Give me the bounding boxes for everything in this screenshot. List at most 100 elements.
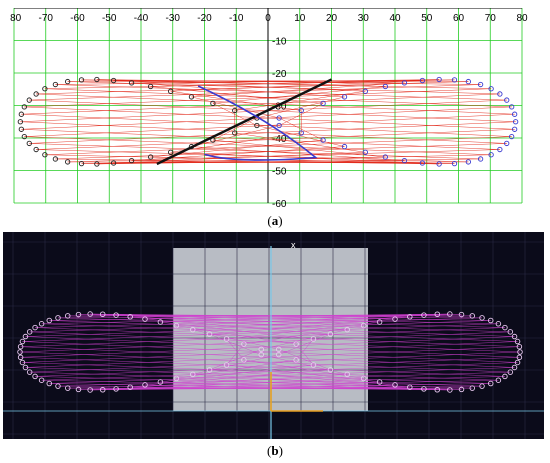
fan-line [131, 82, 345, 98]
fan-line [19, 331, 511, 353]
marker-circle [341, 94, 348, 100]
marker-circle [293, 341, 299, 347]
marker-circle [298, 107, 304, 114]
marker-circle [479, 315, 485, 321]
x-tick-label: 40 [389, 13, 401, 24]
marker-circle [320, 100, 326, 107]
marker-circle [38, 321, 45, 327]
marker-circle [514, 359, 521, 366]
marker-circle [33, 146, 39, 153]
marker-circle [75, 386, 82, 393]
caption-a-close: ) [278, 213, 283, 228]
marker-circle [19, 338, 26, 345]
marker-circle [99, 311, 106, 317]
marker-circle [26, 97, 32, 103]
marker-circle [298, 130, 304, 136]
marker-circle [507, 329, 514, 335]
marker-circle [94, 161, 100, 167]
marker-circle [497, 146, 503, 153]
marker-circle [113, 312, 119, 318]
marker-circle [142, 382, 148, 388]
fan-line [256, 96, 345, 119]
caption-b-open: ( [267, 443, 272, 458]
marker-circle [504, 140, 510, 147]
marker-circle [512, 119, 519, 125]
x-tick-label: -10 [229, 13, 244, 24]
fan-line [49, 383, 450, 391]
marker-circle [258, 346, 265, 353]
fan-line [78, 314, 499, 325]
marker-circle [64, 313, 71, 319]
marker-circle [241, 341, 247, 347]
marker-circle [495, 377, 502, 383]
fan-line [20, 346, 515, 368]
fan-line [29, 371, 483, 387]
x-tick-label: 60 [453, 13, 465, 24]
marker-circle [434, 311, 441, 317]
fan-line [19, 351, 511, 373]
marker-circle [495, 321, 502, 327]
marker-circle [293, 357, 299, 363]
marker-circle [479, 383, 485, 389]
y-tick-label: -30 [272, 102, 287, 113]
fan-line [191, 82, 405, 98]
fan-line [144, 369, 331, 386]
fan-line [29, 331, 521, 353]
fan-line [49, 367, 515, 384]
marker-circle [26, 140, 32, 147]
marker-circle [17, 343, 24, 350]
marker-circle [258, 351, 265, 358]
marker-circle [32, 324, 38, 331]
caption-b-letter: b [271, 443, 279, 458]
red-line-fan [20, 79, 516, 165]
marker-circle [189, 371, 196, 378]
marker-circle [504, 97, 510, 103]
marker-circle [22, 333, 29, 340]
x-tick-label: -20 [197, 13, 212, 24]
marker-circle [458, 311, 465, 318]
fan-line [116, 314, 364, 326]
marker-circle [458, 386, 465, 393]
fan-line [57, 313, 438, 319]
marker-circle [512, 126, 518, 132]
marker-circle [310, 336, 317, 342]
fan-line [20, 99, 507, 122]
panel-b-plot: x [3, 232, 544, 439]
fan-line [36, 149, 469, 163]
marker-circle [360, 322, 367, 329]
marker-circle [157, 319, 164, 325]
marker-circle [75, 311, 82, 318]
fan-line [57, 385, 438, 391]
marker-circle [451, 160, 458, 167]
caption-a: (a) [0, 213, 550, 229]
fan-line [226, 343, 245, 366]
marker-circle [110, 77, 117, 84]
fan-line [170, 132, 302, 153]
y-tick-label: -20 [272, 69, 287, 80]
marker-circle [276, 122, 282, 129]
caption-b: (b) [0, 443, 550, 459]
marker-circle [113, 386, 119, 392]
fan-line [130, 374, 348, 388]
marker-circle [127, 384, 133, 390]
marker-circle [516, 354, 523, 361]
marker-circle [232, 107, 238, 114]
marker-circle [254, 122, 260, 129]
marker-circle [465, 159, 472, 165]
axis-marker-label: x [291, 240, 296, 250]
fan-line [22, 362, 499, 381]
fan-line [41, 314, 462, 325]
fan-line [57, 317, 511, 333]
marker-circle [21, 104, 27, 110]
fan-line [212, 139, 386, 158]
marker-circle [17, 354, 24, 361]
fan-line [55, 158, 440, 165]
marker-circle [512, 111, 518, 117]
fan-line [176, 325, 297, 345]
marker-circle [46, 317, 53, 324]
y-tick-label: -50 [272, 167, 287, 178]
marker-circle [55, 315, 61, 321]
marker-circle [173, 322, 180, 329]
fan-line [35, 315, 473, 328]
marker-circle [327, 367, 334, 373]
